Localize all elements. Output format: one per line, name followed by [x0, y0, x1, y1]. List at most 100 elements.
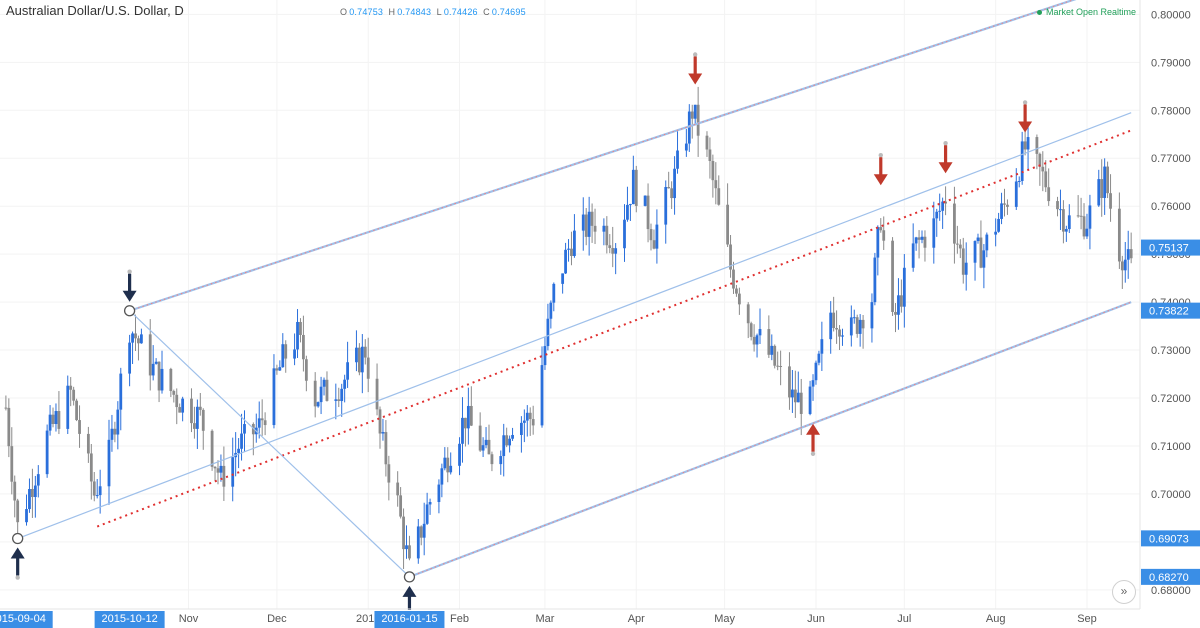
x-tick-label: Apr [628, 613, 645, 625]
candle-body [193, 423, 196, 429]
candle-body [735, 288, 738, 294]
candle-body [119, 373, 123, 410]
candle-body [899, 295, 903, 307]
candle-body [1017, 180, 1021, 182]
candle-body [525, 412, 529, 421]
candle-body [89, 453, 93, 482]
candle-body [128, 342, 132, 374]
candle-body [422, 523, 426, 538]
candle-body [670, 188, 674, 199]
candle-body [75, 400, 78, 421]
lower-channel-inner-line [409, 301, 1132, 578]
candle-body [543, 346, 547, 366]
candle-body [299, 321, 302, 335]
candle-body [917, 237, 921, 240]
candle-body [561, 273, 565, 284]
candle-body [502, 435, 506, 457]
candle-body [466, 405, 470, 429]
candle-body [964, 262, 968, 275]
candle-body [107, 439, 111, 487]
candle-body [366, 357, 370, 379]
candle-body [732, 269, 735, 289]
candle-body [490, 454, 494, 465]
candle-body [213, 466, 217, 469]
candle-body [1126, 249, 1130, 260]
scroll-to-realtime-button[interactable]: » [1112, 580, 1136, 604]
candle-body [86, 433, 90, 454]
candle-body [973, 241, 977, 263]
x-tick-label: May [714, 613, 735, 625]
candle-body [746, 304, 750, 324]
candle-body [31, 489, 34, 498]
candle-body [69, 385, 73, 390]
candle-body [4, 407, 8, 409]
candle-body [384, 432, 388, 465]
candle-body [16, 500, 20, 523]
candle-body [443, 457, 447, 469]
candle-body [275, 368, 279, 371]
candle-body [355, 347, 358, 363]
x-tick-label: 2016 [356, 613, 380, 625]
arrow-tail-dot [15, 575, 20, 580]
candle-body [793, 389, 797, 403]
candle-body [1106, 166, 1109, 194]
candle-body [528, 412, 532, 420]
arrow-tail-dot [127, 269, 132, 274]
candle-body [1038, 153, 1042, 167]
candle-body [570, 248, 573, 256]
candle-body [1079, 215, 1083, 217]
candle-body [110, 428, 114, 440]
candle-body [1003, 203, 1006, 205]
candle-body [705, 135, 709, 150]
candle-body [449, 465, 453, 473]
candle-body [357, 347, 361, 373]
arrow-tail-dot [692, 52, 698, 57]
candle-body [402, 516, 405, 550]
candle-body [340, 388, 344, 402]
candle-body [154, 361, 158, 364]
candle-body [175, 394, 179, 408]
x-axis-background [0, 610, 1200, 628]
candle-body [190, 398, 193, 424]
candle-body [944, 201, 947, 204]
candle-body [979, 237, 983, 268]
candle-body [134, 333, 137, 339]
candle-body [381, 432, 385, 434]
candle-body [711, 160, 715, 181]
candle-body [113, 428, 117, 435]
price-tag-label: 0.69073 [1149, 533, 1189, 545]
candle-body [729, 244, 732, 270]
candle-body [546, 318, 550, 347]
price-tag-label: 0.75137 [1149, 243, 1189, 255]
candle-body [169, 368, 173, 392]
candle-body [861, 319, 865, 329]
candle-body [325, 379, 329, 401]
candle-body [360, 346, 364, 373]
candle-body [858, 319, 862, 334]
candle-body [210, 430, 214, 467]
x-tick-label: Jun [807, 613, 825, 625]
candle-body [464, 417, 467, 429]
arrow-head [402, 585, 417, 597]
candle-body [66, 385, 70, 429]
candle-body [446, 457, 450, 473]
candle-body [7, 407, 11, 447]
ohlc-low-label: L [436, 7, 442, 17]
candle-body [405, 545, 408, 550]
candle-body [531, 419, 535, 426]
candle-body [985, 234, 989, 251]
candle-body [48, 414, 52, 431]
candle-body [687, 111, 691, 144]
candle-body [773, 345, 777, 366]
candle-body [45, 430, 49, 475]
ohlc-close-label: C [483, 7, 490, 17]
arrow-head [122, 290, 137, 302]
candle-body [72, 389, 76, 401]
candle-body [343, 379, 347, 389]
candle-body [752, 336, 756, 345]
candle-body [655, 224, 659, 249]
ohlc-high-value: 0.74843 [397, 7, 432, 17]
candle-body [693, 104, 697, 119]
x-tick-label: Feb [450, 613, 469, 625]
